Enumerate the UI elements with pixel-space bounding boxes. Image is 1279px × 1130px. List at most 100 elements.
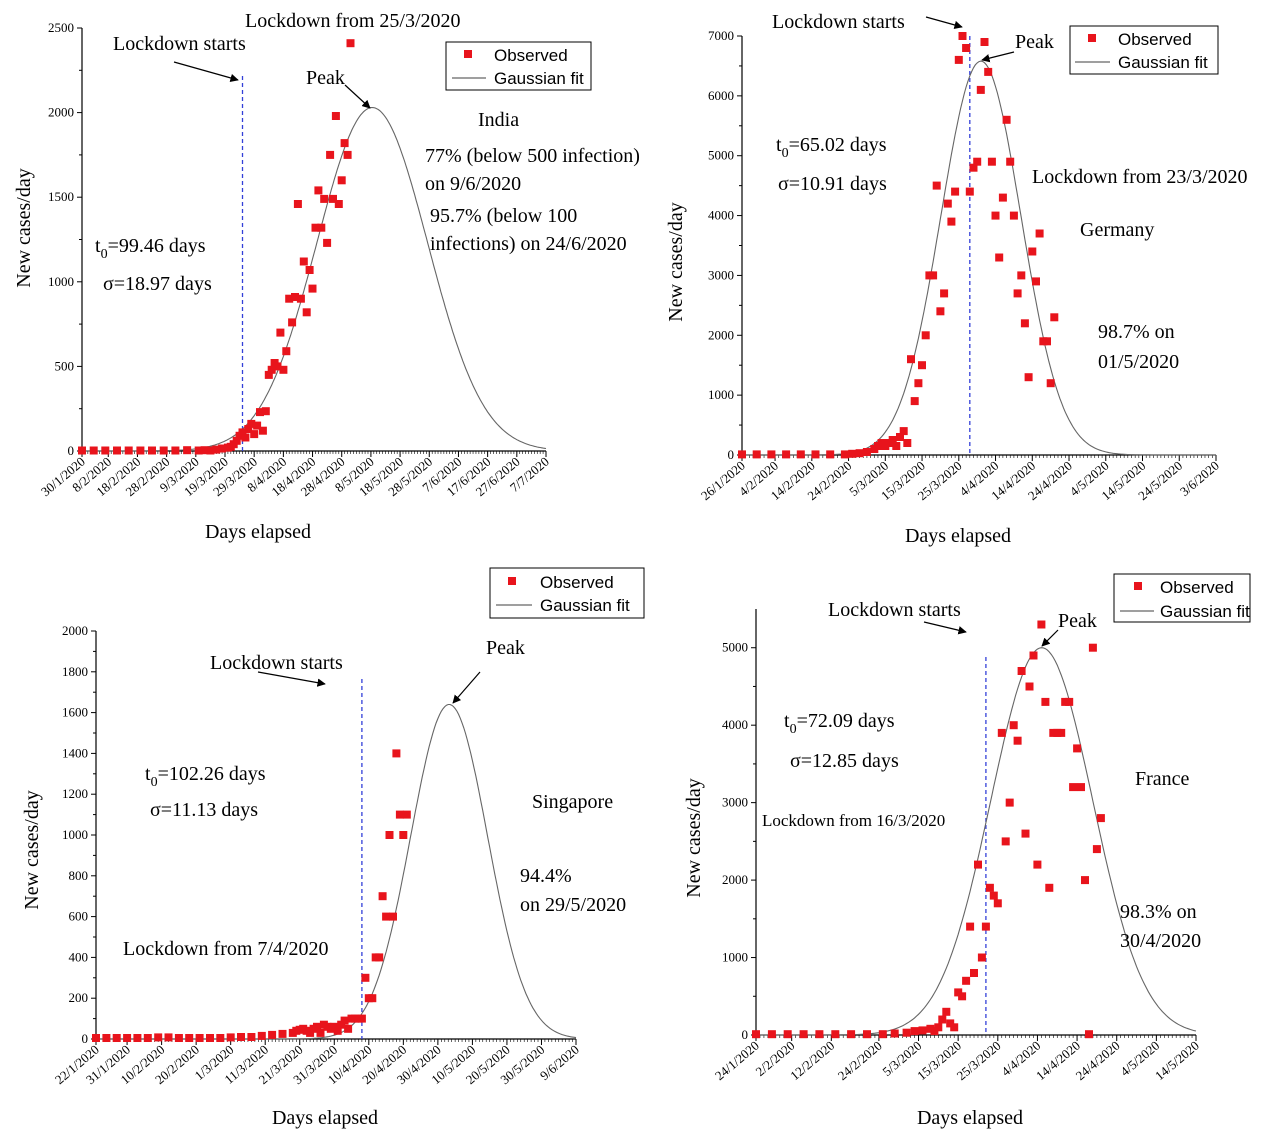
observed-point <box>1002 115 1011 124</box>
legend-observed-label: Observed <box>540 573 614 592</box>
sigma-annotation: σ=12.85 days <box>790 750 899 772</box>
y-tick-label: 1000 <box>62 827 88 842</box>
peak-arrow <box>452 671 481 704</box>
observed-point <box>296 294 305 303</box>
observed-point <box>314 186 323 195</box>
observed-point <box>276 328 285 337</box>
legend: Observed Gaussian fit <box>489 567 645 619</box>
legend-fit-label: Gaussian fit <box>540 596 630 615</box>
observed-point <box>337 176 346 185</box>
y-tick-label: 1500 <box>48 189 74 204</box>
country-label: India <box>478 109 519 131</box>
peak-annotation: Peak <box>1058 610 1097 632</box>
lockdown-from-annotation: Lockdown from 23/3/2020 <box>1032 166 1248 188</box>
legend-fit-label: Gaussian fit <box>1118 53 1208 72</box>
t0-annotation: t0=72.09 days <box>784 710 895 737</box>
observed-point <box>997 728 1006 737</box>
observed-point <box>947 217 956 226</box>
observed-point <box>305 266 314 274</box>
peak-arrow <box>1041 629 1059 647</box>
peak-annotation: Peak <box>306 67 345 89</box>
peak-arrow <box>344 84 371 109</box>
observed-point <box>323 238 332 247</box>
observed-point <box>174 1034 183 1042</box>
observed-point <box>943 199 952 208</box>
observed-point <box>965 187 974 196</box>
observed-point <box>1096 814 1105 823</box>
observed-point <box>279 365 288 374</box>
observed-point <box>159 446 168 455</box>
note-line-3: 95.7% (below 100 <box>430 205 577 227</box>
observed-point <box>950 1023 959 1032</box>
observed-point <box>767 450 776 459</box>
observed-point <box>308 284 317 293</box>
observed-point <box>226 1033 235 1042</box>
x-tick-label: 3/6/2020 <box>1177 458 1222 499</box>
observed-point <box>395 810 404 819</box>
observed-point <box>936 307 945 316</box>
observed-point <box>938 1015 947 1024</box>
observed-point <box>1001 837 1010 846</box>
observed-point <box>382 912 391 921</box>
observed-point <box>331 112 340 120</box>
observed-point <box>1017 271 1026 280</box>
observed-point <box>1045 883 1054 892</box>
observed-point <box>378 892 387 901</box>
observed-point <box>89 446 98 455</box>
lockdown-starts-annotation: Lockdown starts <box>828 599 961 621</box>
observed-point <box>918 1026 927 1035</box>
observed-point <box>264 370 273 379</box>
observed-point <box>902 1028 911 1037</box>
observed-point <box>899 427 908 436</box>
observed-point <box>334 200 343 208</box>
observed-point <box>993 899 1002 908</box>
x-tick-label: 24/2/2020 <box>835 1038 885 1083</box>
observed-point <box>1077 783 1085 792</box>
observed-point <box>102 1034 111 1042</box>
y-tick-label: 1000 <box>708 387 734 402</box>
observed-point <box>136 446 145 455</box>
sigma-annotation: σ=11.13 days <box>150 799 258 821</box>
y-tick-label: 1000 <box>722 950 748 965</box>
observed-point <box>1050 313 1059 322</box>
observed-point <box>302 308 311 317</box>
observed-point <box>124 446 133 455</box>
note-line-2: on 29/5/2020 <box>520 894 626 916</box>
x-tick-label: 25/3/2020 <box>954 1038 1004 1083</box>
observed-point <box>896 433 904 441</box>
lockdown-arrow <box>923 621 967 635</box>
observed-point <box>258 426 267 435</box>
y-tick-label: 2500 <box>48 20 74 35</box>
observed-point <box>914 379 923 388</box>
x-tick-label: 26/1/2020 <box>698 458 748 503</box>
observed-point <box>987 157 996 166</box>
legend: Observed Gaussian fit <box>1113 573 1251 623</box>
observed-point <box>316 1028 325 1037</box>
note-line-2: 30/4/2020 <box>1120 930 1201 952</box>
observed-point <box>1025 682 1034 691</box>
note-line-1: 98.3% on <box>1120 901 1197 923</box>
observed-point <box>973 157 982 166</box>
observed-point <box>799 1030 808 1039</box>
observed-point <box>216 1034 225 1042</box>
observed-point <box>241 433 250 442</box>
gaussian-fit-curve <box>742 60 1216 456</box>
observed-point <box>256 408 264 417</box>
peak-annotation: Peak <box>486 637 525 659</box>
observed-point <box>133 1034 142 1042</box>
observed-point <box>903 439 912 447</box>
observed-point <box>268 1030 277 1039</box>
note-line-2: on 9/6/2020 <box>425 173 521 195</box>
y-tick-label: 600 <box>69 909 89 924</box>
lockdown-from-annotation: Lockdown from 7/4/2020 <box>123 938 329 960</box>
y-axis-label: New cases/day <box>683 778 705 897</box>
observed-point <box>951 187 960 196</box>
observed-point <box>344 1024 353 1033</box>
y-tick-label: 0 <box>82 1031 89 1046</box>
note-line-1: 77% (below 500 infection) <box>425 145 640 167</box>
observed-point <box>1037 620 1046 629</box>
observed-point <box>206 446 215 455</box>
observed-point <box>183 446 192 455</box>
y-tick-label: 400 <box>69 949 89 964</box>
